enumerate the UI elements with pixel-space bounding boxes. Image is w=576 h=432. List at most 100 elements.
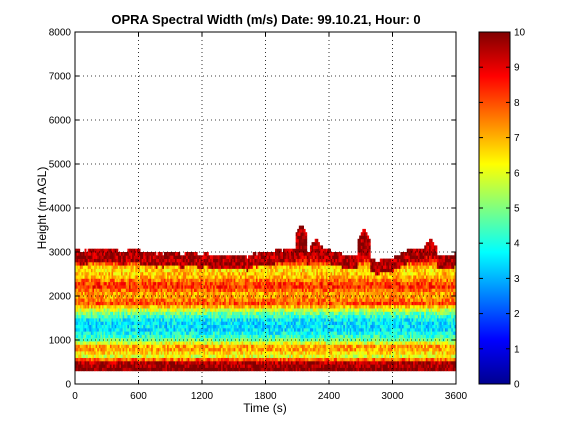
heatmap-cell (82, 261, 85, 266)
heatmap-cell (117, 291, 120, 296)
heatmap-cell (122, 360, 125, 365)
heatmap-cell (160, 252, 163, 256)
heatmap-cell (167, 314, 170, 319)
heatmap-cell (114, 261, 117, 266)
heatmap-cell (95, 248, 98, 253)
heatmap-cell (97, 331, 100, 335)
heatmap-cell (76, 351, 79, 355)
heatmap-cell (76, 304, 79, 309)
heatmap-cell (75, 351, 77, 355)
heatmap-cell (78, 278, 81, 283)
heatmap-cell (119, 318, 122, 322)
heatmap-cell (113, 291, 116, 296)
heatmap-cell (148, 265, 151, 269)
heatmap-cell (121, 252, 124, 256)
heatmap-cell (160, 255, 163, 259)
heatmap-cell (124, 288, 127, 292)
heatmap-cell (141, 301, 144, 306)
heatmap-cell (103, 321, 106, 325)
heatmap-cell (94, 285, 97, 289)
heatmap-cell (159, 252, 162, 256)
heatmap-cell (130, 265, 133, 269)
heatmap-cell (105, 344, 108, 349)
heatmap-cell (81, 354, 84, 358)
heatmap-cell (154, 324, 157, 329)
heatmap-cell (95, 281, 98, 286)
heatmap-cell (167, 331, 170, 335)
heatmap-cell (121, 344, 124, 349)
heatmap-cell (155, 357, 158, 362)
heatmap-cell (113, 281, 116, 286)
heatmap-cell (128, 278, 131, 283)
heatmap-cell (133, 304, 136, 309)
heatmap-cell (121, 347, 124, 352)
heatmap-cell (111, 261, 114, 266)
heatmap-cell (140, 278, 143, 283)
heatmap-cell (105, 360, 108, 365)
heatmap-cell (144, 294, 147, 299)
heatmap-cell (160, 268, 163, 273)
heatmap-cell (108, 304, 111, 309)
heatmap-cell (121, 285, 124, 289)
heatmap-cell (109, 288, 112, 292)
heatmap-cell (81, 258, 84, 263)
heatmap-cell (109, 344, 112, 349)
heatmap-cell (122, 364, 125, 368)
heatmap-cell (100, 301, 103, 306)
heatmap-cell (132, 341, 135, 345)
heatmap-cell (101, 308, 104, 312)
heatmap-cell (128, 252, 131, 256)
heatmap-cell (92, 268, 95, 273)
heatmap-cell (84, 271, 87, 276)
heatmap-cell (122, 347, 125, 352)
heatmap-cell (130, 344, 133, 349)
heatmap-cell (114, 281, 117, 286)
heatmap-cell (148, 364, 151, 368)
heatmap-cell (78, 347, 81, 352)
heatmap-cell (92, 334, 95, 339)
heatmap-cell (81, 314, 84, 319)
heatmap-cell (101, 324, 104, 329)
heatmap-cell (136, 321, 139, 325)
heatmap-cell (146, 285, 149, 289)
heatmap-cell (113, 354, 116, 358)
heatmap-cell (167, 337, 170, 342)
heatmap-cell (171, 291, 174, 296)
heatmap-cell (122, 261, 125, 266)
heatmap-cell (75, 271, 77, 276)
heatmap-cell (146, 367, 149, 372)
heatmap-cell (127, 288, 130, 292)
heatmap-cell (170, 318, 173, 322)
heatmap-cell (160, 327, 163, 332)
heatmap-cell (100, 351, 103, 355)
heatmap-cell (86, 354, 89, 358)
heatmap-cell (121, 324, 124, 329)
heatmap-cell (92, 367, 95, 372)
heatmap-cell (79, 261, 82, 266)
heatmap-cell (127, 334, 130, 339)
heatmap-cell (89, 318, 92, 322)
heatmap-cell (157, 258, 160, 263)
heatmap-cell (86, 357, 89, 362)
heatmap-cell (111, 291, 114, 296)
heatmap-cell (82, 364, 85, 368)
heatmap-cell (162, 314, 165, 319)
heatmap-cell (122, 291, 125, 296)
heatmap-cell (86, 311, 89, 316)
heatmap-cell (114, 354, 117, 358)
heatmap-cell (144, 318, 147, 322)
heatmap-cell (119, 278, 122, 283)
heatmap-cell (143, 321, 146, 325)
heatmap-cell (94, 271, 97, 276)
heatmap-cell (106, 360, 109, 365)
heatmap-cell (125, 324, 128, 329)
heatmap-cell (144, 334, 147, 339)
heatmap-cell (136, 324, 139, 329)
heatmap-cell (162, 258, 165, 263)
heatmap-cell (127, 337, 130, 342)
heatmap-cell (157, 294, 160, 299)
heatmap-cell (90, 268, 93, 273)
heatmap-cell (103, 265, 106, 269)
heatmap-cell (121, 294, 124, 299)
heatmap-cell (148, 301, 151, 306)
